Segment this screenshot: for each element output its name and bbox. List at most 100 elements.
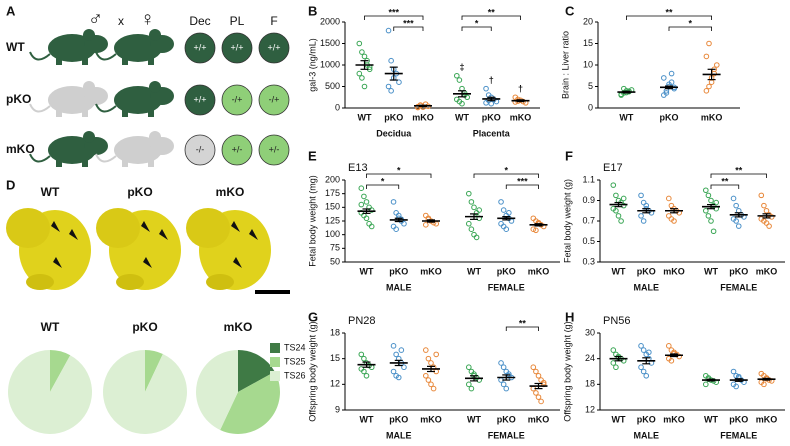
y-tick-label: 15 [583,38,593,48]
y-tick-label: 10 [583,59,593,69]
legend-label: TS25 [284,356,306,366]
genotype-circle [184,84,216,116]
data-point [428,360,434,366]
x-tick-label: WT [612,266,626,276]
mouse-leg [148,160,154,167]
data-point [668,358,675,364]
data-point [500,381,507,388]
data-point [646,349,652,356]
data-point [503,226,510,232]
data-point [498,360,504,366]
data-point [423,347,429,353]
y-tick-label: 12 [585,404,595,414]
mouse-tail [29,51,51,61]
marker-label: † [518,84,523,94]
pie-slice [50,350,71,392]
x-tick-label: mKO [420,266,442,276]
fetus-limb [206,274,234,290]
mouse-icon [95,29,174,65]
data-point [466,364,472,371]
data-point [366,220,372,227]
mouse-body [48,136,96,164]
x-tick-label: mKO [528,414,550,424]
data-point [710,228,717,235]
mouse-tail [29,153,51,163]
significance-label: ** [665,7,673,17]
significance-bracket [626,15,712,20]
mouse-body [114,136,162,164]
data-point [706,40,712,47]
column-header: F [270,14,277,28]
data-point [638,192,644,199]
group-label: FEMALE [488,282,525,292]
group-label: FEMALE [720,430,757,440]
y-tick-label: 200 [325,174,340,184]
x-tick-label: pKO [729,266,748,276]
data-point [708,218,714,224]
data-point [613,207,619,214]
significance-bracket [710,184,740,189]
data-point [535,394,542,400]
genotype-label: +/- [269,144,280,154]
data-point [471,231,477,238]
data-point [401,220,407,227]
y-tick-label: 0.3 [582,256,595,266]
group-label: Decidua [376,128,412,138]
mouse-leg [82,58,88,65]
data-point [610,182,617,188]
x-tick-label: WT [619,112,633,122]
y-axis-label: Offspring body weight (g) [307,321,317,421]
data-point [476,207,483,213]
pie-title: pKO [132,320,157,334]
data-point [758,192,765,199]
arrowhead [231,221,240,232]
data-point [638,364,644,371]
y-tick-label: 12 [330,379,340,389]
mouse-leg [56,110,62,117]
group-label: FEMALE [488,430,525,440]
x-tick-label: WT [455,112,469,122]
data-point [358,351,365,358]
significance-label: * [397,165,401,175]
panel-letter: E [308,148,317,163]
genotype-circle [221,134,253,166]
data-point [428,381,434,388]
panel-title: E13 [348,162,368,174]
x-tick-label: mKO [663,414,685,424]
group-label: Placenta [473,128,511,138]
data-point [393,226,399,232]
data-point [359,75,365,81]
genotype-label: -/+ [232,94,243,104]
significance-label: * [475,18,479,28]
data-point [535,372,542,379]
y-tick-label: 30 [585,327,595,337]
data-point [706,83,712,90]
data-point [423,222,429,228]
data-point [483,85,489,92]
significance-bracket [461,15,521,20]
data-point [661,75,667,81]
genotype-label: +/+ [193,42,206,52]
data-point [666,213,672,219]
y-tick-label: 75 [330,243,340,253]
data-point [356,70,363,77]
mouse-leg [82,160,88,167]
data-point [540,379,547,386]
pie-slice [195,350,238,431]
y-tick-label: 100 [325,229,340,239]
x-tick-label: pKO [729,414,748,424]
data-point [613,364,619,371]
data-point [395,374,402,381]
y-tick-label: 175 [325,188,340,198]
arrowhead [249,229,258,240]
data-point [733,202,739,209]
data-point [761,381,767,388]
y-tick-label: 24 [585,353,595,363]
data-point [358,185,365,191]
data-point [730,195,737,202]
data-point [640,347,647,353]
significance-label: *** [517,176,528,186]
data-point [466,381,472,388]
legend-swatch [270,343,280,353]
mouse-ear [149,81,161,93]
